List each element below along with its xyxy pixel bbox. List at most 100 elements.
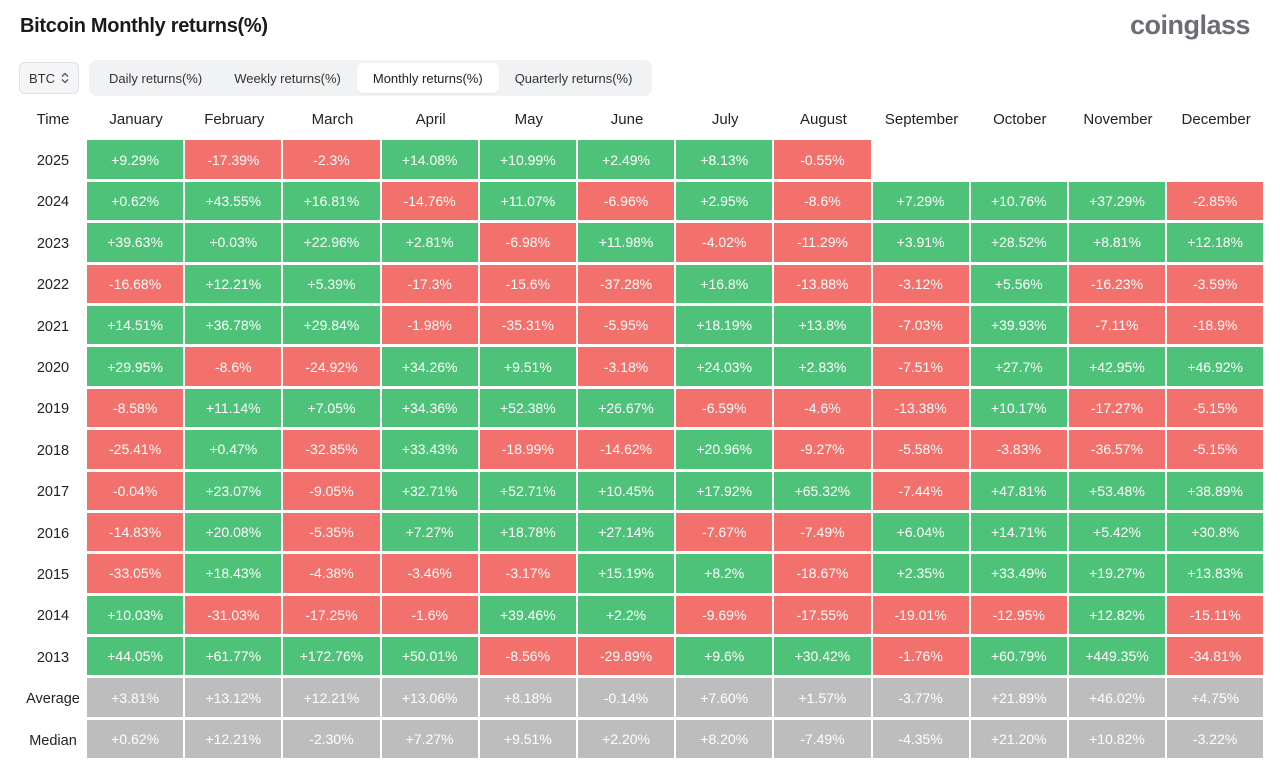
return-cell: +9.29% — [87, 140, 186, 182]
return-cell: -5.35% — [283, 512, 382, 555]
return-cell: +61.77% — [185, 637, 284, 679]
chevron-up-down-icon — [61, 72, 69, 84]
return-cell: +9.6% — [676, 637, 775, 679]
return-cell: +2.81% — [381, 223, 480, 265]
return-cell: +24.03% — [676, 347, 775, 389]
return-cell: -13.88% — [774, 264, 873, 306]
return-cell: -1.98% — [381, 305, 480, 348]
return-cell: +11.14% — [185, 388, 284, 431]
return-cell: +5.42% — [1068, 512, 1168, 555]
return-cell: +2.2% — [577, 595, 677, 638]
return-cell: -2.3% — [283, 140, 382, 182]
return-cell: +39.63% — [87, 223, 186, 265]
return-cell — [1167, 140, 1266, 182]
return-cell: -9.05% — [283, 471, 382, 513]
return-cell: +34.36% — [381, 388, 480, 431]
return-cell: -8.56% — [479, 637, 578, 679]
return-cell: +10.03% — [87, 595, 186, 638]
return-cell: -24.92% — [283, 347, 382, 389]
return-cell: +2.49% — [577, 140, 677, 182]
return-cell: +10.45% — [577, 471, 677, 513]
return-cell: -4.38% — [283, 554, 382, 596]
tab-weekly-returns[interactable]: Weekly returns(%) — [234, 70, 341, 86]
return-cell — [1068, 140, 1168, 182]
return-cell: -3.12% — [872, 264, 971, 306]
return-cell: +14.71% — [970, 512, 1069, 555]
return-cell: +7.05% — [283, 388, 382, 431]
coin-select-value: BTC — [29, 70, 55, 86]
return-cell: -9.27% — [774, 430, 873, 472]
return-cell: +33.49% — [970, 554, 1069, 596]
return-cell: +52.38% — [479, 388, 578, 431]
return-cell: +14.51% — [87, 305, 186, 348]
stat-label: Average — [26, 691, 80, 708]
return-cell: -29.89% — [577, 637, 677, 679]
return-cell: +43.55% — [185, 181, 284, 224]
year-label: 2021 — [36, 318, 70, 335]
return-cell: +33.43% — [381, 430, 480, 472]
coinglass-logo: coinglass — [1129, 10, 1251, 40]
coin-select[interactable]: BTC — [19, 62, 79, 94]
return-cell: +2.83% — [774, 347, 873, 389]
year-label: 2024 — [36, 194, 70, 211]
return-cell: -18.9% — [1167, 305, 1266, 348]
return-cell: -3.59% — [1167, 264, 1266, 306]
return-cell: +13.83% — [1167, 554, 1266, 596]
return-cell — [970, 140, 1069, 182]
year-label: 2020 — [36, 360, 70, 377]
stat-cell: +13.06% — [381, 678, 480, 720]
return-cell: +17.92% — [676, 471, 775, 513]
stat-cell: -2.30% — [283, 719, 382, 762]
return-cell: -4.02% — [676, 223, 775, 265]
stat-cell: +7.27% — [381, 719, 480, 762]
return-cell: +8.81% — [1068, 223, 1168, 265]
return-cell: -3.17% — [479, 554, 578, 596]
return-cell: +65.32% — [774, 471, 873, 513]
stat-cell: -3.22% — [1167, 719, 1266, 762]
column-header-month: November — [1083, 111, 1153, 129]
column-header-month: December — [1181, 111, 1251, 129]
stat-cell: +46.02% — [1068, 678, 1168, 720]
return-cell: -7.03% — [872, 305, 971, 348]
return-cell: -33.05% — [87, 554, 186, 596]
tab-quarterly-returns[interactable]: Quarterly returns(%) — [514, 70, 633, 86]
return-cell: -15.11% — [1167, 595, 1266, 638]
stat-cell: +12.21% — [185, 719, 284, 762]
return-cell: +29.84% — [283, 305, 382, 348]
stat-cell: +7.60% — [676, 678, 775, 720]
column-header-month: March — [311, 111, 354, 129]
return-cell: +12.18% — [1167, 223, 1266, 265]
return-cell: +30.42% — [774, 637, 873, 679]
tab-monthly-returns[interactable]: Monthly returns(%) — [356, 63, 499, 93]
return-cell: -14.83% — [87, 512, 186, 555]
column-header-month: April — [415, 111, 446, 129]
return-cell: -2.85% — [1167, 181, 1266, 224]
stat-cell: +0.62% — [87, 719, 186, 762]
return-cell: -5.95% — [577, 305, 677, 348]
return-cell: +32.71% — [381, 471, 480, 513]
return-cell: +172.76% — [283, 637, 382, 679]
return-cell: -32.85% — [283, 430, 382, 472]
return-cell: +52.71% — [479, 471, 578, 513]
year-label: 2017 — [36, 484, 70, 501]
year-label: 2019 — [36, 401, 70, 418]
return-cell: -17.39% — [185, 140, 284, 182]
return-cell: +8.2% — [676, 554, 775, 596]
return-cell: -36.57% — [1068, 430, 1168, 472]
return-cell: +26.67% — [577, 388, 677, 431]
return-cell: +28.52% — [970, 223, 1069, 265]
return-cell: -7.49% — [774, 512, 873, 555]
return-cell: -17.27% — [1068, 388, 1168, 431]
column-header-time: Time — [36, 111, 70, 129]
year-label: 2023 — [36, 235, 70, 252]
return-cell: -31.03% — [185, 595, 284, 638]
return-cell: +27.14% — [577, 512, 677, 555]
return-cell: -9.69% — [676, 595, 775, 638]
stat-cell: +13.12% — [185, 678, 284, 720]
return-cell: +0.47% — [185, 430, 284, 472]
return-cell: +39.93% — [970, 305, 1069, 348]
return-cell: -18.99% — [479, 430, 578, 472]
column-header-month: February — [204, 111, 265, 129]
tab-daily-returns[interactable]: Daily returns(%) — [109, 70, 203, 86]
stat-cell: +21.89% — [970, 678, 1069, 720]
